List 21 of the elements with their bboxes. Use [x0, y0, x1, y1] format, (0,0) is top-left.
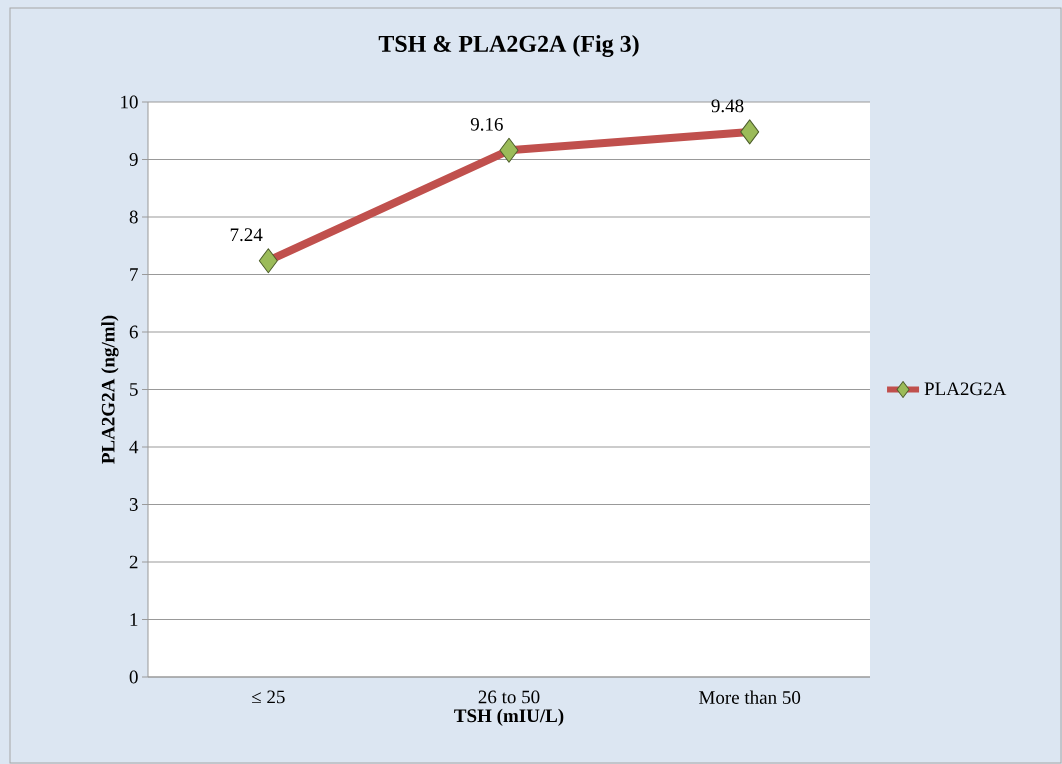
x-tick-label: ≤ 25 [252, 690, 285, 704]
data-label: 9.16 [470, 117, 503, 131]
y-axis-title: PLA2G2A (ng/ml) [101, 315, 119, 464]
y-tick-label: 0 [129, 670, 138, 684]
y-tick-label: 4 [129, 440, 139, 454]
y-tick-label: 3 [129, 498, 138, 511]
y-tick-label: 1 [130, 613, 138, 626]
data-label: 9.48 [711, 99, 744, 113]
y-tick-label: 9 [129, 153, 138, 166]
y-tick-label: 2 [129, 555, 138, 569]
data-label: 7.24 [230, 228, 263, 242]
chart-title: TSH & PLA2G2A (Fig 3) [378, 35, 639, 57]
y-tick-label: 5 [130, 383, 138, 396]
x-tick-label: More than 50 [699, 690, 801, 704]
y-tick-label: 10 [121, 95, 138, 109]
y-tick-label: 6 [129, 325, 138, 339]
x-tick-label: 26 to 50 [478, 690, 540, 704]
legend-label: PLA2G2A [924, 382, 1007, 396]
y-tick-label: 8 [129, 210, 138, 224]
y-tick-label: 7 [130, 268, 138, 281]
x-axis-title: TSH (mIU/L) [454, 708, 564, 726]
